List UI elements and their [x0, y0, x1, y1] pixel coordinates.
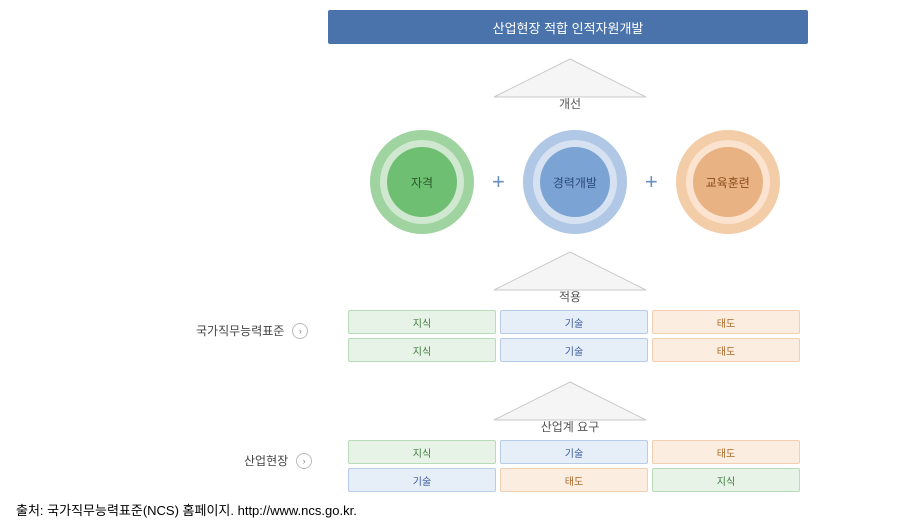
circle-2-label: 교육훈련 [693, 147, 763, 217]
grid-cell: 지식 [348, 440, 496, 464]
grid-cell: 기술 [348, 468, 496, 492]
grid-cell: 태도 [652, 338, 800, 362]
circles-row: 자격 + 경력개발 + 교육훈련 [370, 130, 780, 234]
grid-cell: 지식 [652, 468, 800, 492]
plus-icon: + [645, 169, 658, 195]
triangle-1-label: 개선 [559, 95, 581, 112]
row-label-ncs: 국가직무능력표준 › [196, 322, 308, 339]
circle-2: 교육훈련 [676, 130, 780, 234]
header-title: 산업현장 적합 인적자원개발 [493, 18, 644, 37]
grid-cell: 태도 [652, 310, 800, 334]
chevron-right-icon: › [296, 453, 312, 469]
grid-cell: 태도 [500, 468, 648, 492]
triangle-3-label: 산업계 요구 [541, 418, 600, 435]
chevron-right-icon: › [292, 323, 308, 339]
plus-icon: + [492, 169, 505, 195]
grid-cell: 지식 [348, 338, 496, 362]
grid-cell: 기술 [500, 440, 648, 464]
row-label-industry-text: 산업현장 [244, 452, 288, 469]
row-label-industry: 산업현장 › [244, 452, 312, 469]
grid-ncs: 지식기술태도지식기술태도 [348, 310, 800, 362]
circle-0: 자격 [370, 130, 474, 234]
header-bar: 산업현장 적합 인적자원개발 [328, 10, 808, 44]
grid-cell: 기술 [500, 310, 648, 334]
circle-0-label: 자격 [387, 147, 457, 217]
diagram-container: 산업현장 적합 인적자원개발 개선 자격 + 경력개발 + 교육훈련 적용 국가직무능력… [0, 0, 918, 527]
circle-1-label: 경력개발 [540, 147, 610, 217]
grid-industry: 지식기술태도기술태도지식 [348, 440, 800, 492]
row-label-ncs-text: 국가직무능력표준 [196, 322, 284, 339]
triangle-2-label: 적용 [559, 288, 581, 305]
source-citation: 출처: 국가직무능력표준(NCS) 홈페이지. http://www.ncs.g… [16, 500, 357, 519]
grid-cell: 지식 [348, 310, 496, 334]
circle-1: 경력개발 [523, 130, 627, 234]
grid-cell: 태도 [652, 440, 800, 464]
grid-cell: 기술 [500, 338, 648, 362]
